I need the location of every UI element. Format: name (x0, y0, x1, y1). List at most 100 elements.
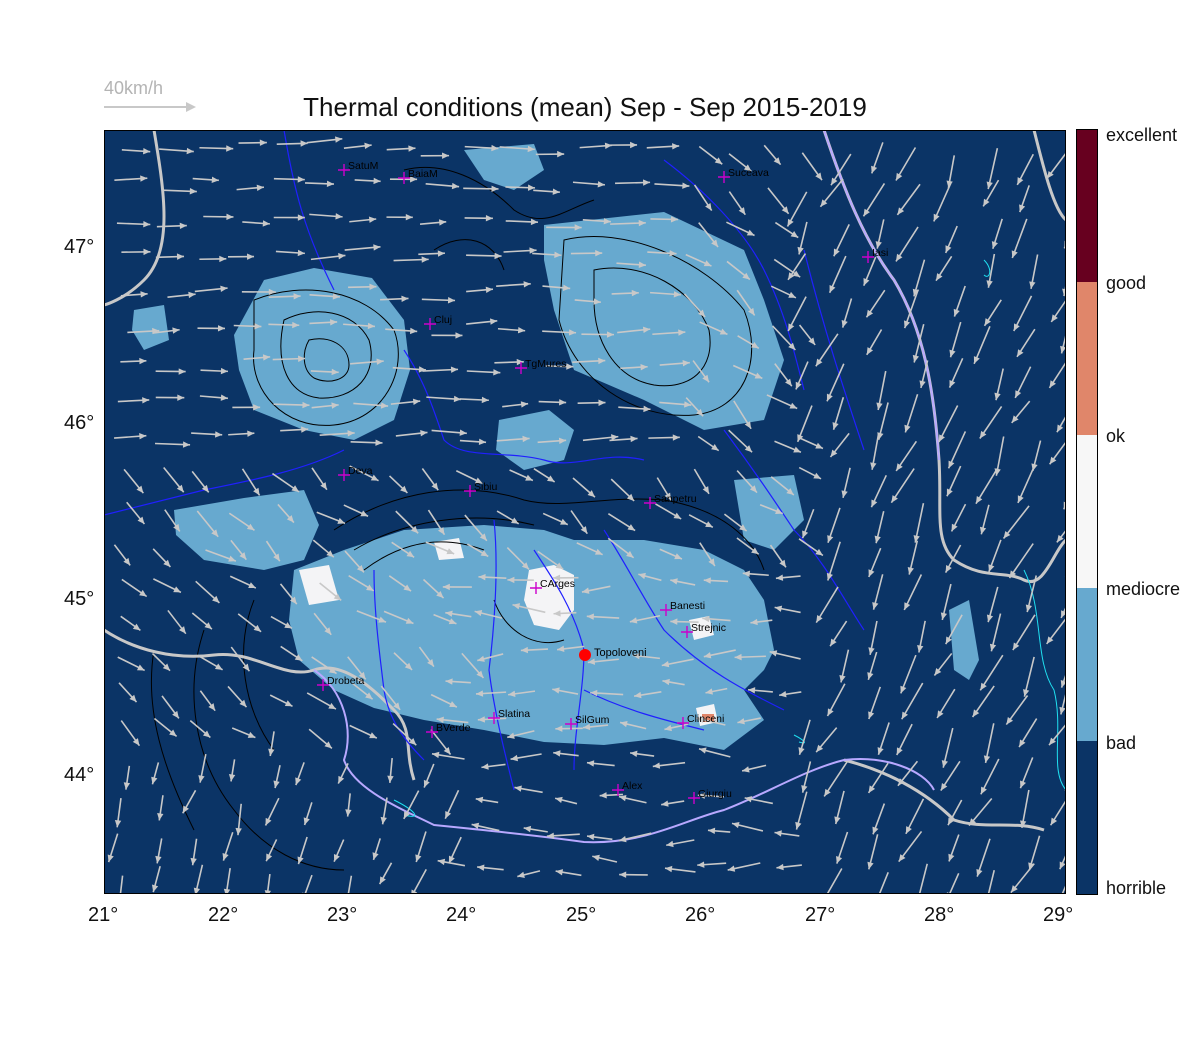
wind-arrow-head (813, 472, 822, 479)
wind-arrow-head (872, 826, 879, 835)
legend-swatch-good (1076, 282, 1098, 435)
wind-arrow-head (143, 148, 151, 155)
wind-arrow-head (626, 493, 635, 501)
wind-arrow-head (827, 708, 834, 717)
place-drobeta: Drobeta (317, 675, 365, 691)
wind-arrow-head (408, 145, 416, 152)
wind-arrow-head (525, 474, 533, 481)
wind-arrow-head (475, 690, 484, 697)
wind-arrow-head (253, 404, 261, 411)
wind-arrow-head (714, 157, 723, 165)
wind-arrow-head (1013, 323, 1020, 332)
north-west-patch (132, 305, 169, 350)
wind-arrow-head (235, 827, 242, 836)
wind-arrow-head (751, 547, 759, 555)
wind-arrow-head (816, 744, 824, 753)
y-tick-46: 46° (64, 412, 95, 434)
legend-label-bad: bad (1106, 733, 1137, 753)
wind-arrow-head (697, 861, 705, 868)
wind-arrow-head (604, 142, 613, 149)
wind-arrow-head (705, 521, 713, 528)
wind-arrow-head (632, 652, 640, 660)
wind-arrow-head (834, 816, 841, 824)
wind-arrow-head (491, 144, 499, 152)
wind-arrow-head (945, 636, 952, 645)
wind-arrow-head (297, 176, 305, 183)
wind-arrow-head (366, 584, 374, 591)
wind-arrow-head (387, 775, 394, 783)
wind-arrow-head (940, 612, 948, 620)
place-label: Sibiu (474, 481, 498, 493)
place-marker-cross (862, 251, 874, 263)
wind-arrow-head (866, 347, 874, 355)
wind-arrow-head (774, 830, 782, 837)
x-tick-23: 23° (327, 904, 358, 926)
wind-scale-arrow (104, 102, 196, 112)
wind-arrow-head (557, 645, 565, 653)
wind-arrow-head (1059, 706, 1066, 715)
wind-arrow-head (868, 785, 876, 793)
y-tick-47: 47° (64, 236, 95, 258)
wind-arrow-head (559, 399, 567, 406)
wind-arrow-head (795, 821, 802, 830)
wind-arrow-head (527, 145, 535, 153)
wind-arrow-head (1022, 689, 1030, 697)
mediocre-patch-southwest (299, 565, 339, 605)
wind-arrow-head (673, 291, 681, 298)
wind-arrow-head (594, 548, 603, 555)
wind-arrow-head (1050, 817, 1058, 826)
x-tick-24: 24° (446, 904, 477, 926)
wind-arrow-head (262, 220, 270, 227)
wind-arrow-head (420, 430, 428, 437)
wind-arrow-head (437, 527, 445, 535)
wind-arrow-head (826, 393, 833, 402)
wind-arrow-head (891, 495, 898, 503)
wind-arrow-head (742, 570, 750, 577)
place-label: Sanpetru (654, 493, 697, 505)
wind-arrow-head (337, 517, 346, 524)
wind-arrow-head (178, 368, 186, 375)
wind-arrow-head (934, 667, 942, 676)
wind-arrow-head (907, 567, 914, 575)
wind-arrow-head (1051, 314, 1058, 322)
wind-arrow-head (123, 557, 131, 566)
wind-arrow-head (830, 449, 838, 458)
wind-arrow-head (300, 140, 308, 147)
wind-arrow-head (748, 307, 755, 316)
wind-scale-label: 40km/h (104, 78, 164, 98)
wind-arrow-head (291, 485, 300, 492)
wind-arrow-head (1061, 610, 1066, 618)
y-tick-44: 44° (64, 764, 95, 786)
wind-arrow-head (619, 871, 627, 878)
wind-arrow-head (405, 214, 413, 221)
wind-arrow-head (284, 700, 293, 707)
wind-arrow-head (333, 593, 342, 601)
wind-arrow-head (406, 550, 415, 558)
place-banesti: Banesti (660, 600, 705, 616)
wind-arrow-head (471, 822, 480, 830)
wind-arrow-head (587, 658, 596, 665)
wind-arrow-head (980, 682, 987, 691)
wind-arrow-head (511, 517, 519, 524)
place-baiam: BaiaM (398, 168, 438, 184)
wind-arrow-head (478, 438, 487, 446)
wind-arrow-head (333, 853, 340, 862)
wind-arrow-head (297, 355, 306, 362)
x-tick-27: 27° (805, 904, 836, 926)
apuseni-region (234, 268, 410, 440)
wind-arrow-head (816, 614, 823, 623)
wind-arrow-head (779, 559, 786, 568)
lakes-outlines (393, 259, 1066, 817)
wind-arrow-head (638, 261, 646, 268)
wind-arrow-head (787, 218, 794, 227)
wind-arrow-head (273, 780, 280, 789)
wind-arrow-head (478, 573, 486, 581)
wind-arrow-head (1020, 780, 1026, 789)
wind-arrow-head (489, 318, 498, 325)
wind-arrow-head (775, 508, 783, 515)
place-sibiu: Sibiu (464, 481, 498, 497)
wind-arrow-head (874, 535, 881, 544)
wind-arrow-head (593, 298, 601, 305)
wind-arrow-head (788, 342, 796, 351)
wind-arrow-head (631, 289, 639, 297)
